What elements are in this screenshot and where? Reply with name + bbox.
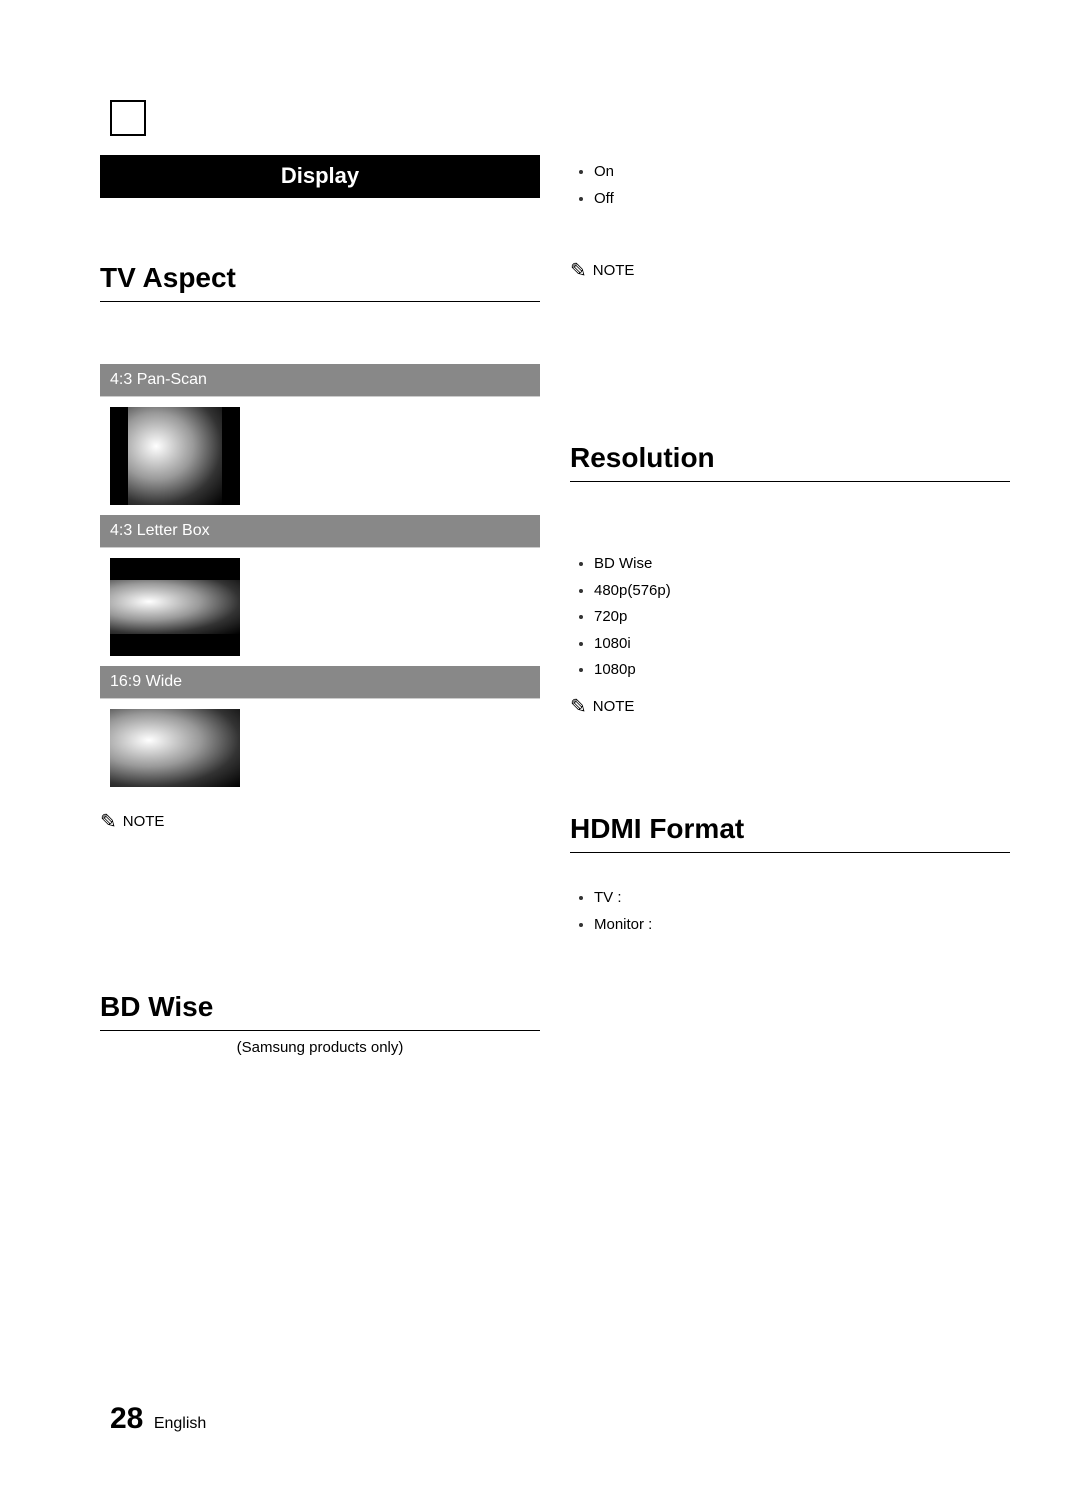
resolution-list: BD WiseBD Wise A HDMI TV BD W BD W BD W … — [570, 553, 1010, 682]
hdmi-lead: . S — [570, 859, 1010, 882]
aspect-desc-letterbox: S DVD TV . B — [250, 548, 540, 589]
list-text: 720p O — [627, 608, 676, 625]
list-item: OffOff T R . — [594, 188, 1010, 211]
page-number: 28 — [110, 1402, 143, 1435]
aspect-desc-panscan: S TV ( — [250, 397, 540, 438]
display-intro: TV A , R , — [100, 216, 540, 239]
note-line: I C , C . — [596, 722, 1010, 745]
aspect-preview-panscan — [100, 397, 250, 515]
resolution-note-body: I C , C . TV, , P — [570, 722, 1010, 790]
note-line: T , (I , DVD, — [596, 287, 1010, 310]
list-text: On T TV . — [614, 163, 678, 180]
resolution-body1: S HDMI ( ), , . — [570, 488, 1010, 511]
resolution-heading: Resolution — [570, 437, 1010, 482]
note-line: TV, — [596, 745, 1010, 768]
note-line: W TV A — [126, 860, 540, 883]
list-text: BD Wise A HDMI TV BD W BD W BD W — [652, 555, 918, 572]
left-column: Display TV A , R , TV Aspect D 4:3 Pan-S… — [100, 155, 540, 1088]
bdwise-note-body: T , (I , DVD, S TV. — [570, 287, 1010, 418]
bdwise-heading: BD Wise — [100, 986, 540, 1031]
aspect-row-wide: TV. — [100, 698, 540, 797]
page-language: English — [154, 1415, 206, 1432]
list-text: Off T R . — [614, 190, 670, 207]
note-icon: ✎ — [100, 812, 117, 832]
note-label: NOTE — [123, 811, 165, 834]
tv-aspect-note-head: ✎ NOTE — [100, 811, 540, 834]
note-line: I DVD , — [126, 883, 540, 906]
list-item: 1080p1080p O — [594, 659, 1010, 682]
note-line: TV . — [126, 936, 540, 959]
note-line: , P — [596, 767, 1010, 790]
list-text: TV : S TV HDMI. — [622, 889, 733, 906]
aspect-desc-wide: TV. — [250, 699, 540, 740]
list-text: Monitor : S M — [652, 916, 741, 933]
two-column-layout: Display TV A , R , TV Aspect D 4:3 Pan-S… — [100, 155, 1010, 1088]
aspect-preview-wide — [100, 699, 250, 797]
section-marker-box — [110, 100, 146, 136]
list-text: 480p(576p) O — [671, 582, 764, 599]
aspect-row-letterbox: S DVD TV . B — [100, 547, 540, 666]
aspect-row-label-wide: 16:9 Wide — [100, 666, 540, 698]
note-line: BD W ). — [596, 372, 1010, 395]
list-item: 720p720p O — [594, 606, 1010, 629]
list-text: 1080i O — [631, 635, 684, 652]
note-line: S DVD — [126, 905, 540, 928]
note-line: BD W . — [596, 395, 1010, 418]
note-line: W HDMI, — [126, 838, 540, 861]
list-item: BD WiseBD Wise A HDMI TV BD W BD W BD W — [594, 553, 1010, 576]
list-item: 480p(576p)480p(576p) O — [594, 580, 1010, 603]
aspect-row-label-panscan: 4:3 Pan-Scan — [100, 364, 540, 396]
hdmi-heading: HDMI Format — [570, 808, 1010, 853]
note-line: I , BD O DVD I , BD W O , — [596, 344, 1010, 367]
list-item: Monitor :Monitor : S M — [594, 914, 1010, 937]
list-item: TV :TV : S TV HDMI. — [594, 887, 1010, 910]
note-line: S TV. — [596, 315, 1010, 338]
bdwise-onoff-list: OnOn T TV . OffOff T — [570, 161, 1010, 210]
hdmi-tail: . — [570, 942, 1010, 965]
resolution-body2: T . — [570, 521, 1010, 544]
list-item: OnOn T TV . — [594, 161, 1010, 184]
tv-aspect-heading: TV Aspect — [100, 257, 540, 302]
bdwise-note-head: ✎ NOTE — [570, 260, 1010, 283]
hdmi-list: TV :TV : S TV HDMI. Monitor :Monitor : S — [570, 887, 1010, 936]
list-item: 1080i1080i O — [594, 633, 1010, 656]
tv-aspect-lead: D — [100, 308, 540, 331]
aspect-preview-letterbox — [100, 548, 250, 666]
bdwise-body: BD W S W . S BD W HDMI, — [100, 1066, 540, 1089]
note-icon: ✎ — [570, 697, 587, 717]
resolution-note-head: ✎ NOTE — [570, 696, 1010, 719]
note-label: NOTE — [593, 260, 635, 283]
aspect-row-label-letterbox: 4:3 Letter Box — [100, 515, 540, 547]
display-header: Display — [100, 155, 540, 198]
aspect-row-panscan: S TV ( — [100, 396, 540, 515]
tv-aspect-note-body: W HDMI, W TV A I DVD , S DVD TV — [100, 838, 540, 959]
right-column: OnOn T TV . OffOff T — [570, 155, 1010, 1088]
note-icon: ✎ — [570, 261, 587, 281]
page-footer: 28 English — [110, 1402, 206, 1436]
bdwise-samsung-only: (Samsung products only) — [100, 1037, 540, 1060]
note-label: NOTE — [593, 696, 635, 719]
list-text: 1080p O — [636, 661, 694, 678]
